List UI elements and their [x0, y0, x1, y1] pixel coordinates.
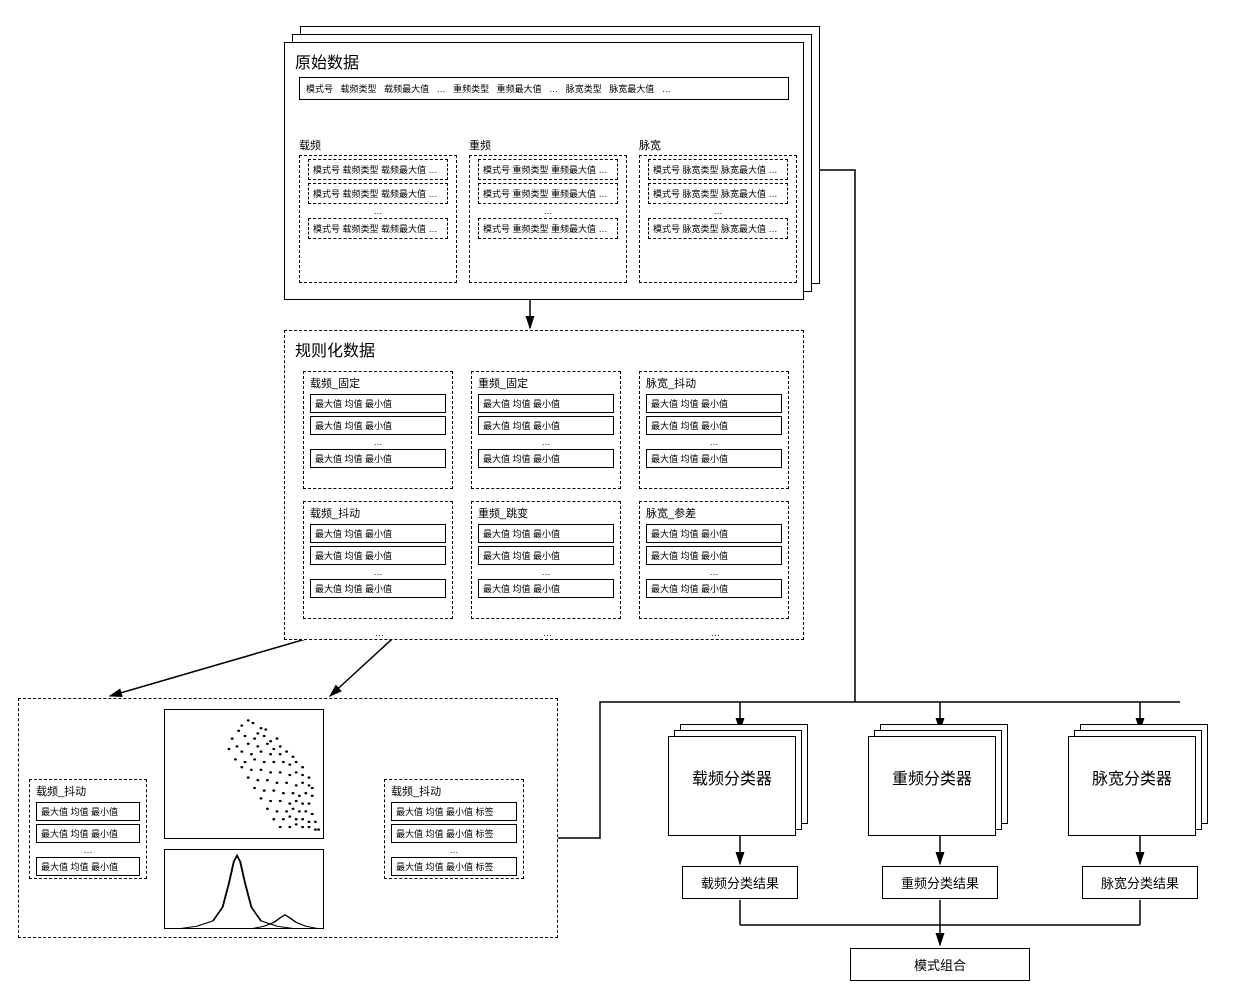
diagram-canvas: 原始数据 模式号 载频类型 载频最大值 … 重频类型 重频最大值 … 脉宽类型 …	[10, 10, 1240, 989]
ellipsis: …	[470, 207, 626, 215]
raw-data-panel: 原始数据 模式号 载频类型 载频最大值 … 重频类型 重频最大值 … 脉宽类型 …	[284, 42, 804, 300]
classifier-3-result: 脉宽分类结果	[1082, 866, 1198, 899]
norm-row: 最大值 均值 最小值	[478, 524, 614, 543]
raw-row: 模式号 重频类型 重频最大值 …	[478, 218, 618, 239]
norm-row: 最大值 均值 最小值	[646, 546, 782, 565]
raw-group-label-3: 脉宽	[639, 137, 661, 153]
labeling-row: 最大值 均值 最小值	[36, 802, 140, 821]
density-chart	[164, 849, 324, 929]
classifier-2-result: 重频分类结果	[882, 866, 998, 899]
norm-block-label: 重频_跳变	[478, 505, 614, 521]
norm-row: 最大值 均值 最小值	[478, 449, 614, 468]
classifier-1-result: 载频分类结果	[682, 866, 798, 899]
labeling-right-block: 载频_抖动 最大值 均值 最小值 标签 最大值 均值 最小值 标签 … 最大值 …	[384, 779, 524, 879]
norm-row: 最大值 均值 最小值	[310, 546, 446, 565]
norm-row: 最大值 均值 最小值	[478, 416, 614, 435]
norm-row: 最大值 均值 最小值	[310, 394, 446, 413]
norm-row: 最大值 均值 最小值	[310, 416, 446, 435]
norm-block-label: 脉宽_抖动	[646, 375, 782, 391]
norm-block: 重频_跳变 最大值 均值 最小值 最大值 均值 最小值 … 最大值 均值 最小值	[471, 501, 621, 619]
norm-row: 最大值 均值 最小值	[478, 546, 614, 565]
norm-row: 最大值 均值 最小值	[646, 416, 782, 435]
raw-group-3: 模式号 脉宽类型 脉宽最大值 … 模式号 脉宽类型 脉宽最大值 … … 模式号 …	[639, 155, 797, 283]
raw-group-1: 模式号 载频类型 载频最大值 … 模式号 载频类型 载频最大值 … … 模式号 …	[299, 155, 457, 283]
classifier-3: 脉宽分类器	[1068, 736, 1196, 836]
norm-block: 载频_抖动 最大值 均值 最小值 最大值 均值 最小值 … 最大值 均值 最小值	[303, 501, 453, 619]
norm-row: 最大值 均值 最小值	[310, 449, 446, 468]
raw-row: 模式号 脉宽类型 脉宽最大值 …	[648, 159, 788, 180]
norm-block: 脉宽_参差 最大值 均值 最小值 最大值 均值 最小值 … 最大值 均值 最小值	[639, 501, 789, 619]
norm-row: 最大值 均值 最小值	[310, 524, 446, 543]
raw-header-row: 模式号 载频类型 载频最大值 … 重频类型 重频最大值 … 脉宽类型 脉宽最大值…	[299, 77, 789, 100]
labeling-left-block: 载频_抖动 最大值 均值 最小值 最大值 均值 最小值 … 最大值 均值 最小值	[29, 779, 147, 879]
norm-row: 最大值 均值 最小值	[478, 394, 614, 413]
raw-row: 模式号 载频类型 载频最大值 …	[308, 218, 448, 239]
labeling-left-label: 载频_抖动	[36, 783, 140, 799]
raw-group-label-2: 重频	[469, 137, 491, 153]
labeling-row: 最大值 均值 最小值	[36, 824, 140, 843]
norm-block: 载频_固定 最大值 均值 最小值 最大值 均值 最小值 … 最大值 均值 最小值	[303, 371, 453, 489]
norm-row: 最大值 均值 最小值	[646, 394, 782, 413]
norm-block-label: 载频_抖动	[310, 505, 446, 521]
ellipsis: …	[640, 207, 796, 215]
raw-row: 模式号 重频类型 重频最大值 …	[478, 183, 618, 204]
labeling-row: 最大值 均值 最小值 标签	[391, 824, 517, 843]
raw-row: 模式号 重频类型 重频最大值 …	[478, 159, 618, 180]
classifier-1-title: 载频分类器	[669, 737, 795, 789]
classifier-2: 重频分类器	[868, 736, 996, 836]
classifier-2-title: 重频分类器	[869, 737, 995, 789]
raw-row: 模式号 载频类型 载频最大值 …	[308, 159, 448, 180]
scatter-chart	[164, 709, 324, 839]
norm-row: 最大值 均值 最小值	[646, 524, 782, 543]
raw-data-title: 原始数据	[295, 49, 793, 73]
classifier-3-title: 脉宽分类器	[1069, 737, 1195, 789]
norm-row: 最大值 均值 最小值	[646, 579, 782, 598]
norm-block-label: 脉宽_参差	[646, 505, 782, 521]
norm-row: 最大值 均值 最小值	[646, 449, 782, 468]
raw-group-2: 模式号 重频类型 重频最大值 … 模式号 重频类型 重频最大值 … … 模式号 …	[469, 155, 627, 283]
labeling-row: 最大值 均值 最小值 标签	[391, 857, 517, 876]
norm-block-label: 载频_固定	[310, 375, 446, 391]
labeling-row: 最大值 均值 最小值 标签	[391, 802, 517, 821]
classifier-1: 载频分类器	[668, 736, 796, 836]
norm-row: 最大值 均值 最小值	[478, 579, 614, 598]
norm-block-label: 重频_固定	[478, 375, 614, 391]
ellipsis: …	[300, 207, 456, 215]
normalized-title: 规则化数据	[295, 337, 793, 361]
combine-box: 模式组合	[850, 948, 1030, 981]
raw-row: 模式号 载频类型 载频最大值 …	[308, 183, 448, 204]
normalized-panel: 规则化数据 载频_固定 最大值 均值 最小值 最大值 均值 最小值 … 最大值 …	[284, 330, 804, 640]
raw-group-label-1: 载频	[299, 137, 321, 153]
labeling-panel: 载频_抖动 最大值 均值 最小值 最大值 均值 最小值 … 最大值 均值 最小值…	[18, 698, 558, 938]
norm-block: 脉宽_抖动 最大值 均值 最小值 最大值 均值 最小值 … 最大值 均值 最小值	[639, 371, 789, 489]
labeling-row: 最大值 均值 最小值	[36, 857, 140, 876]
norm-row: 最大值 均值 最小值	[310, 579, 446, 598]
labeling-right-label: 载频_抖动	[391, 783, 517, 799]
raw-row: 模式号 脉宽类型 脉宽最大值 …	[648, 218, 788, 239]
norm-block: 重频_固定 最大值 均值 最小值 最大值 均值 最小值 … 最大值 均值 最小值	[471, 371, 621, 489]
raw-row: 模式号 脉宽类型 脉宽最大值 …	[648, 183, 788, 204]
